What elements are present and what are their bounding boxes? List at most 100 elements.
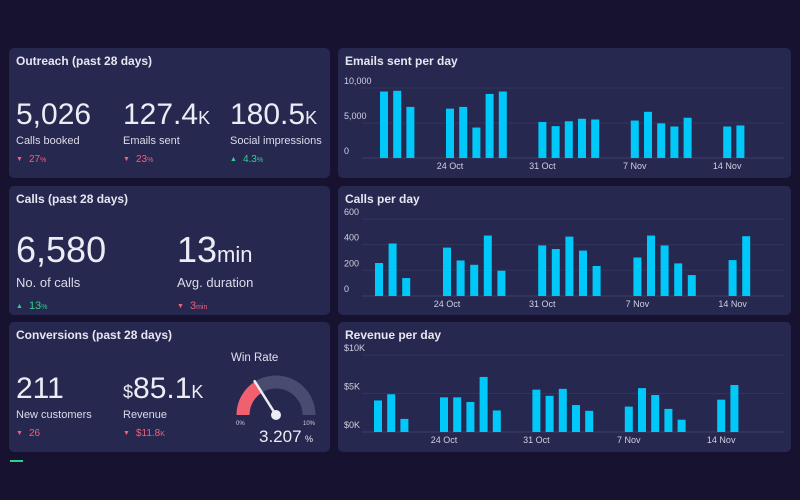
calls-panel: Calls (past 28 days) 6,580 No. of calls ▲ 1… — [9, 186, 330, 315]
bar — [670, 126, 679, 158]
kpi-label: Revenue — [123, 409, 168, 421]
bar — [470, 264, 479, 296]
win-rate-value: 3.207 — [259, 427, 302, 446]
kpi-number: 5,026 — [16, 98, 92, 131]
kpi-new-customers: 211 New customers ▼ 26 — [16, 372, 92, 440]
triangle-up-icon: ▲ — [16, 303, 23, 310]
y-tick-label: 10,000 — [344, 76, 372, 86]
y-tick-label: 200 — [344, 258, 359, 268]
win-rate-unit: % — [305, 434, 313, 444]
bar — [380, 91, 388, 158]
kpi-unit: K — [191, 382, 204, 402]
triangle-down-icon: ▼ — [123, 156, 130, 163]
revenue-per-day-chart: $0K $5K $10K 24 Oct 31 Oct 7 Nov 14 Nov — [344, 343, 784, 445]
bar — [388, 243, 397, 296]
kpi-number: 85.1 — [133, 372, 192, 405]
bar — [538, 121, 547, 158]
y-tick-label: $0K — [344, 420, 360, 430]
kpi-number: 180.5 — [230, 98, 306, 131]
kpi-value: 6,580 — [16, 232, 106, 273]
delta-unit: % — [256, 157, 264, 164]
delta-value: 4.3 — [242, 154, 257, 165]
triangle-down-icon: ▼ — [16, 156, 23, 163]
bar — [742, 236, 751, 296]
bar — [585, 410, 594, 432]
kpi-label: Social impressions — [230, 135, 322, 147]
bar — [456, 260, 465, 296]
delta-value: 13 — [28, 300, 42, 312]
bar — [630, 120, 639, 158]
kpi-label: New customers — [16, 409, 92, 421]
delta-unit: % — [147, 157, 154, 164]
gauge-needle — [253, 379, 278, 417]
kpi-delta: ▼ 26 — [16, 428, 92, 439]
delta-unit: % — [40, 157, 47, 164]
y-tick-label: 0 — [344, 284, 349, 294]
bar — [578, 118, 586, 158]
bar — [683, 117, 692, 158]
bar — [400, 418, 409, 432]
y-tick-label: 0 — [344, 146, 349, 156]
panel-title: Conversions (past 28 days) — [16, 328, 173, 342]
bar — [633, 257, 642, 296]
bar — [674, 263, 683, 296]
kpi-avg-duration: 13min Avg. duration ▼ 3min — [177, 229, 253, 313]
kpi-number: 13 — [177, 229, 218, 270]
delta-unit: % — [41, 304, 48, 311]
bar — [579, 250, 587, 296]
bar — [459, 106, 468, 158]
delta-value: 23 — [135, 154, 148, 165]
bar — [393, 90, 402, 158]
bar — [538, 245, 547, 296]
bar — [723, 126, 732, 158]
x-tick-label: 31 Oct — [529, 161, 556, 171]
x-tick-label: 31 Oct — [523, 435, 550, 445]
bar — [453, 397, 462, 432]
kpi-label: No. of calls — [16, 275, 81, 290]
kpi-delta: ▼ 23% — [123, 154, 210, 165]
delta-value: 27 — [28, 154, 41, 165]
x-tick-label: 14 Nov — [707, 435, 736, 445]
bar — [551, 249, 560, 296]
y-tick-label: 600 — [344, 207, 359, 217]
conversions-panel: Conversions (past 28 days) 211 New custom… — [9, 322, 330, 452]
y-tick-label: 5,000 — [344, 111, 367, 121]
kpi-number: 211 — [16, 372, 64, 405]
bar — [565, 236, 574, 296]
kpi-delta: ▲ 13% — [16, 300, 106, 312]
bar — [660, 245, 669, 296]
gauge-min-label: 0% — [236, 421, 245, 427]
triangle-down-icon: ▼ — [123, 430, 130, 437]
kpi-delta: ▼ 27% — [16, 154, 91, 165]
bar — [440, 397, 448, 432]
bar — [532, 389, 541, 432]
x-tick-label: 24 Oct — [434, 299, 461, 309]
bar — [387, 394, 396, 432]
kpi-delta: ▼ $11.8K — [123, 428, 203, 439]
bar — [483, 235, 492, 296]
bar — [647, 235, 655, 296]
bar — [492, 410, 501, 432]
x-tick-label: 7 Nov — [623, 161, 647, 171]
panel-title: Calls (past 28 days) — [16, 192, 129, 206]
bar — [730, 385, 739, 432]
bar — [402, 278, 411, 296]
kpi-value: 127.4K — [123, 100, 210, 133]
kpi-revenue: $85.1K Revenue ▼ $11.8K — [123, 372, 204, 440]
bar — [406, 106, 415, 158]
win-rate-title: Win Rate — [231, 352, 279, 364]
outreach-panel: Outreach (past 28 days) 5,026 Calls booke… — [9, 48, 330, 178]
bar — [664, 408, 673, 432]
calls-per-day-chart: 0 200 400 600 24 Oct 31 Oct 7 Nov 14 Nov — [344, 207, 784, 309]
bar — [446, 108, 454, 158]
triangle-up-icon: ▲ — [230, 156, 237, 163]
kpi-social-impressions: 180.5K Social impressions ▲ 4.3% — [230, 98, 322, 166]
delta-value: 3 — [189, 300, 197, 312]
triangle-down-icon: ▼ — [177, 303, 184, 310]
gauge-hub — [271, 410, 281, 420]
bar — [657, 123, 666, 158]
kpi-label: Calls booked — [16, 135, 80, 147]
page-indicator[interactable] — [10, 460, 23, 462]
y-tick-label: $10K — [344, 343, 365, 353]
bar — [638, 388, 646, 432]
